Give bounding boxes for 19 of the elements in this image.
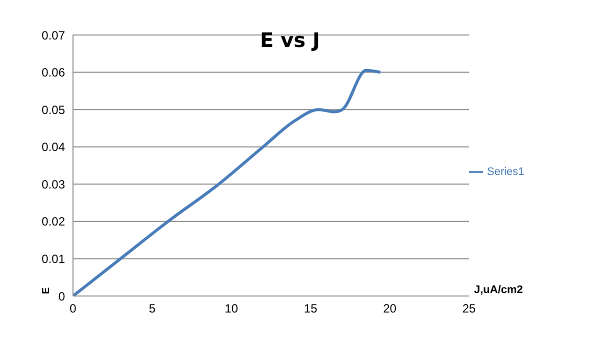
x-tick-label: 5 xyxy=(148,302,156,316)
line-series xyxy=(73,68,382,296)
y-tick-label: 0.06 xyxy=(42,66,66,80)
y-tick-label: 0.07 xyxy=(42,28,66,42)
legend-label: Series1 xyxy=(487,166,524,178)
y-tick-label: 0.01 xyxy=(42,252,66,266)
y-tick-label: 0.05 xyxy=(42,102,66,117)
y-tick-label: 0.02 xyxy=(42,214,66,229)
x-tick-label: 0 xyxy=(70,302,77,316)
x-axis-title: J,uA/cm2 xyxy=(474,284,523,296)
x-tick-label: 25 xyxy=(462,302,476,316)
y-tick-label: 0.03 xyxy=(42,177,66,192)
chart-title: E vs J xyxy=(259,28,321,52)
x-tick-label: 15 xyxy=(304,302,318,316)
y-tick-label: 0 xyxy=(58,289,66,304)
y-tick-label: 0.04 xyxy=(42,140,66,154)
y-axis-title: E xyxy=(41,287,52,294)
x-tick-label: 20 xyxy=(383,302,397,316)
x-tick-label: 10 xyxy=(224,302,238,316)
